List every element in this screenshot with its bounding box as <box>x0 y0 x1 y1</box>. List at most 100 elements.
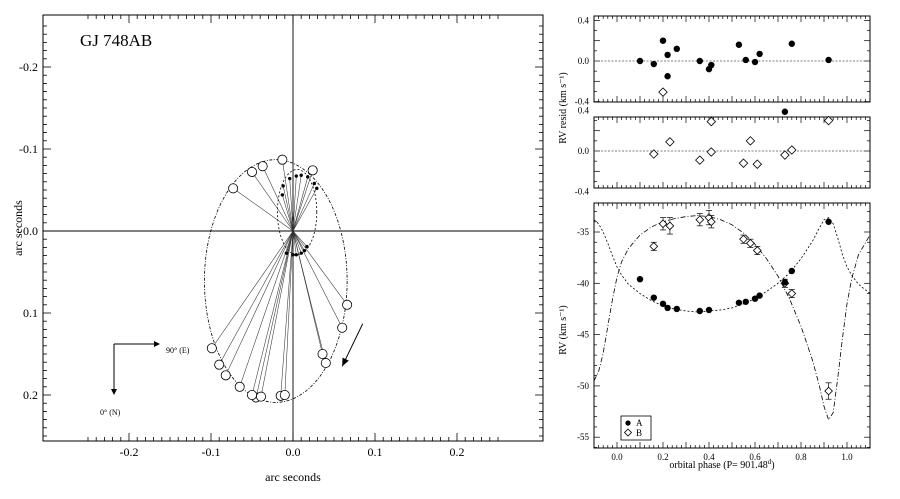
residuals-y-axis-label: RV resid (km s⁻¹) <box>558 72 569 143</box>
orbit-a-point <box>284 251 289 255</box>
rv-legend: A B <box>620 415 652 441</box>
rv-a-point <box>751 295 759 302</box>
orbit-a-point <box>291 253 295 257</box>
rv-x-tick-label: 0.2 <box>657 452 668 462</box>
residuals-b-y-tick-label: 0.4 <box>578 105 590 115</box>
compass-east-label: 90° (E) <box>166 346 190 355</box>
rv-y-tick-label: -45 <box>577 330 589 340</box>
rv-panel: -35 -40 -45 -50 -55 0.0 0.2 0.4 0.6 0.8 1.0 RV (km… <box>558 202 871 471</box>
orbit-a-connector-line <box>292 230 297 255</box>
orbit-a-point <box>299 173 303 177</box>
orbit-a-point <box>306 175 310 179</box>
orbit-a-point <box>280 193 285 197</box>
rv-a-point <box>756 292 763 299</box>
residuals-a-point <box>664 73 671 80</box>
rv-b-point <box>695 215 705 225</box>
residuals-b-point <box>665 137 675 147</box>
orbit-content <box>43 15 543 441</box>
orbit-b-point <box>214 359 225 370</box>
rv-b-point <box>787 289 797 298</box>
legend-a-label: A <box>636 418 643 428</box>
orbit-a-connector-line <box>282 185 294 232</box>
residuals-b-point <box>706 116 717 127</box>
rv-y-tick-label: -55 <box>577 432 589 442</box>
residuals-b-y-tick-label: 0.0 <box>578 146 590 156</box>
compass-east-arrowhead <box>154 341 160 347</box>
orbit-panel: -0.2 -0.1 0.0 0.1 0.2 -0.2 -0.1 0.0 0.1 0.2 GJ 74… <box>11 14 544 484</box>
orbit-a-connector-line <box>292 188 318 232</box>
orbit-b-connector-line <box>292 230 348 305</box>
orbit-a-connector-line <box>292 176 297 232</box>
rv-x-tick-label: 0.8 <box>795 452 807 462</box>
rv-x-tick-label: 0.6 <box>749 452 761 462</box>
orbit-a-point <box>281 184 285 188</box>
orbit-b-point <box>337 322 348 333</box>
orbit-x-tick-label: -0.1 <box>202 445 221 459</box>
orbit-y-tick-label: 0.2 <box>23 388 38 402</box>
compass-north-arrowhead <box>111 389 117 395</box>
orbit-b-connector-line <box>292 230 343 328</box>
orbit-b-connector-line <box>255 230 294 398</box>
rv-a-point <box>650 294 657 301</box>
residuals-a-point <box>781 108 789 115</box>
orbit-b-connector-line <box>239 230 294 387</box>
rv-x-tick-label: 1.0 <box>841 452 853 462</box>
rv-b-point <box>824 386 833 396</box>
orbit-b-point <box>228 183 239 194</box>
residuals-a-y-tick-label: -0.4 <box>575 97 590 107</box>
residuals-a-point <box>751 58 759 66</box>
residuals-a-point <box>659 37 667 44</box>
orbit-a-connector-line <box>292 230 302 254</box>
rv-a-point <box>788 267 795 275</box>
residuals-b-point <box>787 145 797 155</box>
rv-a-point <box>696 307 703 315</box>
legend-b-marker <box>623 428 633 437</box>
rv-a-point <box>781 279 789 286</box>
rv-a-point <box>664 304 671 312</box>
orbit-b-connector-line <box>292 170 313 232</box>
orbit-b-point <box>277 154 288 165</box>
residuals-a-point <box>673 45 680 53</box>
rv-a-point <box>659 300 667 308</box>
orbit-b-connector-line <box>225 230 294 376</box>
rv-model-curve-a <box>594 217 870 313</box>
rv-a-point <box>705 306 713 314</box>
orbit-a-connector-line <box>292 230 308 247</box>
orbit-b-point <box>206 343 217 354</box>
orbit-a-connector-line <box>292 175 302 232</box>
residuals-a-point <box>756 50 763 58</box>
residuals-a-point <box>788 40 795 47</box>
residuals-a-point <box>825 56 832 64</box>
compass: 90° (E) 0° (N) <box>100 341 190 417</box>
rv-a-point <box>825 218 832 225</box>
orbit-x-tick-label: 0.0 <box>286 445 301 459</box>
rv-y-tick-label: -35 <box>577 227 589 237</box>
orbit-a-point <box>305 244 309 249</box>
residuals-b-point <box>738 158 749 168</box>
rv-x-tick-label: 0.4 <box>703 452 715 462</box>
residuals-a-point <box>664 51 671 59</box>
orbit-a-connector-line <box>286 230 294 254</box>
orbit-title: GJ 748AB <box>80 31 152 50</box>
orbit-b-connector-line <box>282 159 294 232</box>
residuals-b-point <box>752 159 763 169</box>
orbit-y-axis-label: arc seconds <box>11 200 25 256</box>
residuals-a-point <box>735 41 743 48</box>
rv-frame <box>593 202 871 449</box>
orbit-motion-arrowhead <box>342 357 349 367</box>
orbit-b-point <box>246 166 257 177</box>
orbit-a-connector-line <box>289 178 294 232</box>
residuals-b-point <box>658 87 668 97</box>
orbit-b-connector-line <box>280 230 294 396</box>
orbit-a-point <box>299 251 303 255</box>
orbit-x-tick-label: -0.2 <box>120 445 139 459</box>
residuals-a-y-tick-label: 0.0 <box>578 56 590 66</box>
legend-box <box>620 415 652 441</box>
residuals-b-frame <box>593 116 871 189</box>
residuals-b-point <box>649 149 659 159</box>
orbit-b-point <box>256 391 267 402</box>
orbit-a-point <box>302 248 307 253</box>
rv-b-point <box>752 246 762 255</box>
rv-b-point <box>746 238 755 248</box>
